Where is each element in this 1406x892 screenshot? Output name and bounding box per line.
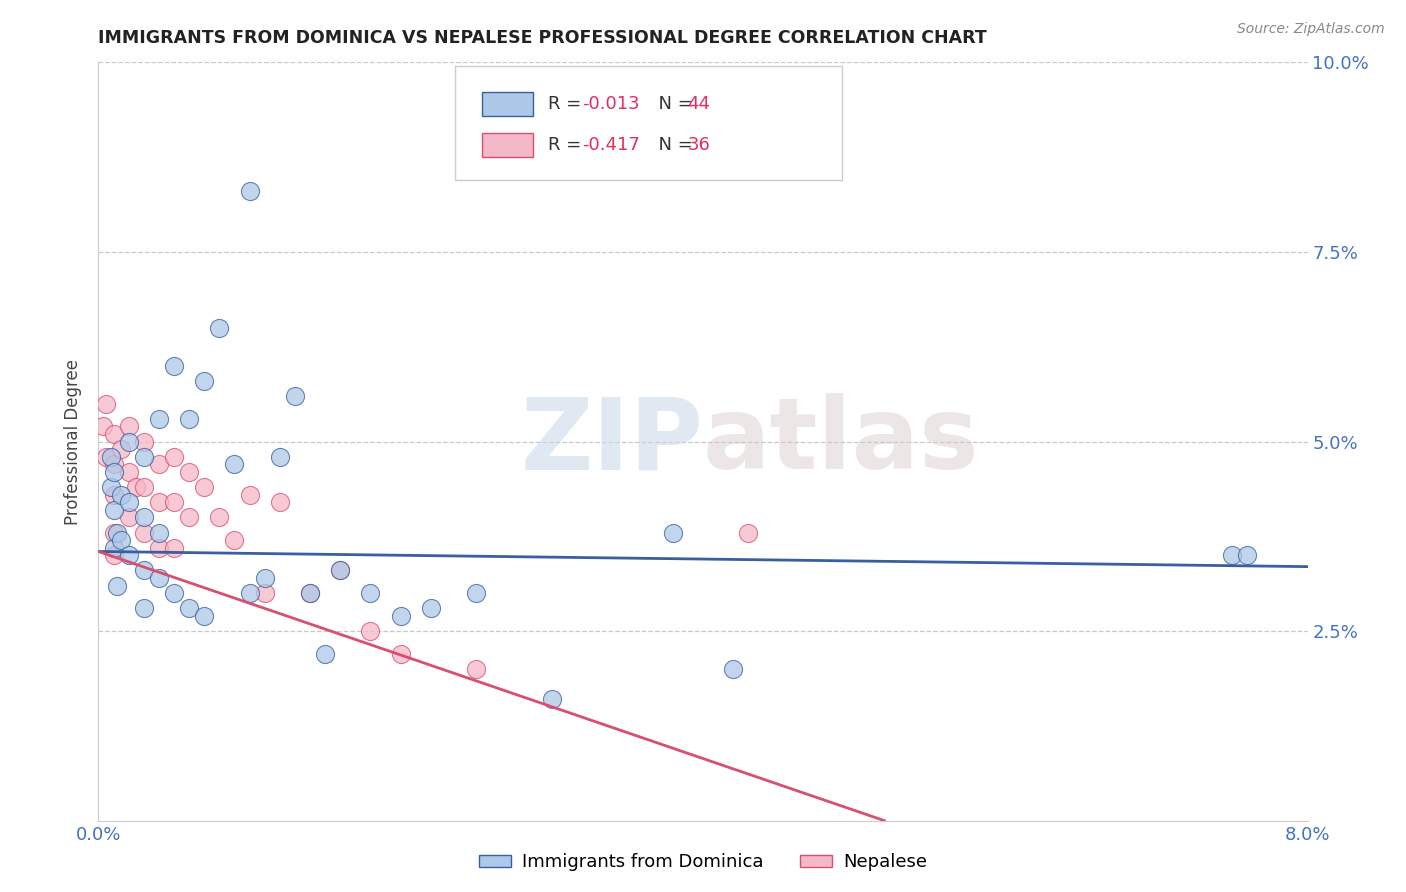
Point bbox=[179, 601, 201, 615]
Text: Source: ZipAtlas.com: Source: ZipAtlas.com bbox=[1237, 22, 1385, 37]
Point bbox=[389, 609, 412, 624]
Point bbox=[661, 525, 683, 540]
Point bbox=[1236, 548, 1258, 563]
Point bbox=[239, 488, 262, 502]
Point bbox=[269, 450, 291, 464]
Point bbox=[540, 692, 562, 706]
Point bbox=[110, 488, 132, 502]
Point bbox=[208, 320, 231, 334]
Text: -0.013: -0.013 bbox=[582, 95, 640, 113]
Point bbox=[360, 586, 382, 600]
Point bbox=[118, 465, 141, 479]
Text: R =: R = bbox=[548, 95, 588, 113]
Point bbox=[465, 586, 488, 600]
FancyBboxPatch shape bbox=[482, 92, 533, 116]
Point bbox=[105, 525, 128, 540]
Point bbox=[179, 465, 201, 479]
Point bbox=[103, 458, 125, 472]
Y-axis label: Professional Degree: Professional Degree bbox=[65, 359, 83, 524]
Point bbox=[253, 586, 276, 600]
Point bbox=[179, 510, 201, 524]
Point bbox=[179, 412, 201, 426]
FancyBboxPatch shape bbox=[482, 133, 533, 157]
Point bbox=[314, 647, 336, 661]
Point bbox=[148, 412, 170, 426]
Point bbox=[100, 450, 122, 464]
Point bbox=[132, 450, 155, 464]
Point bbox=[329, 564, 352, 578]
Point bbox=[148, 495, 170, 509]
Point bbox=[125, 480, 148, 494]
Text: IMMIGRANTS FROM DOMINICA VS NEPALESE PROFESSIONAL DEGREE CORRELATION CHART: IMMIGRANTS FROM DOMINICA VS NEPALESE PRO… bbox=[98, 29, 987, 47]
Point bbox=[91, 419, 114, 434]
Point bbox=[299, 586, 322, 600]
Point bbox=[224, 458, 246, 472]
Text: 36: 36 bbox=[688, 136, 710, 154]
Point bbox=[103, 465, 125, 479]
Point bbox=[105, 579, 128, 593]
Point bbox=[239, 586, 262, 600]
Point bbox=[239, 184, 262, 198]
Point bbox=[132, 525, 155, 540]
Point bbox=[299, 586, 322, 600]
Text: 44: 44 bbox=[688, 95, 710, 113]
Point bbox=[103, 548, 125, 563]
Point bbox=[163, 359, 186, 373]
Point bbox=[465, 662, 488, 676]
Point bbox=[723, 662, 745, 676]
Point bbox=[193, 480, 215, 494]
Point bbox=[103, 503, 125, 517]
Point bbox=[110, 442, 132, 457]
Text: N =: N = bbox=[647, 136, 699, 154]
Point bbox=[253, 571, 276, 585]
Point bbox=[224, 533, 246, 548]
Point bbox=[118, 419, 141, 434]
Text: -0.417: -0.417 bbox=[582, 136, 640, 154]
Point bbox=[100, 480, 122, 494]
Point bbox=[118, 548, 141, 563]
Point bbox=[163, 450, 186, 464]
Point bbox=[132, 601, 155, 615]
Point bbox=[1220, 548, 1243, 563]
Point bbox=[163, 541, 186, 555]
Point bbox=[193, 374, 215, 388]
Point bbox=[360, 624, 382, 639]
Text: atlas: atlas bbox=[703, 393, 980, 490]
Point bbox=[103, 525, 125, 540]
Point bbox=[132, 564, 155, 578]
Point bbox=[329, 564, 352, 578]
Legend: Immigrants from Dominica, Nepalese: Immigrants from Dominica, Nepalese bbox=[471, 847, 935, 879]
Point bbox=[208, 510, 231, 524]
FancyBboxPatch shape bbox=[456, 66, 842, 180]
Point bbox=[118, 510, 141, 524]
Point bbox=[284, 389, 307, 403]
Point bbox=[94, 450, 117, 464]
Point bbox=[103, 541, 125, 555]
Point bbox=[148, 571, 170, 585]
Point bbox=[118, 434, 141, 449]
Point bbox=[118, 495, 141, 509]
Point bbox=[163, 586, 186, 600]
Point bbox=[132, 510, 155, 524]
Point bbox=[103, 427, 125, 442]
Point bbox=[163, 495, 186, 509]
Point bbox=[94, 396, 117, 410]
Text: R =: R = bbox=[548, 136, 588, 154]
Point bbox=[148, 525, 170, 540]
Point bbox=[269, 495, 291, 509]
Point bbox=[389, 647, 412, 661]
Point bbox=[420, 601, 443, 615]
Text: ZIP: ZIP bbox=[520, 393, 703, 490]
Point bbox=[103, 488, 125, 502]
Point bbox=[132, 480, 155, 494]
Text: N =: N = bbox=[647, 95, 699, 113]
Point bbox=[132, 434, 155, 449]
Point bbox=[148, 458, 170, 472]
Point bbox=[148, 541, 170, 555]
Point bbox=[110, 533, 132, 548]
Point bbox=[737, 525, 759, 540]
Point bbox=[193, 609, 215, 624]
